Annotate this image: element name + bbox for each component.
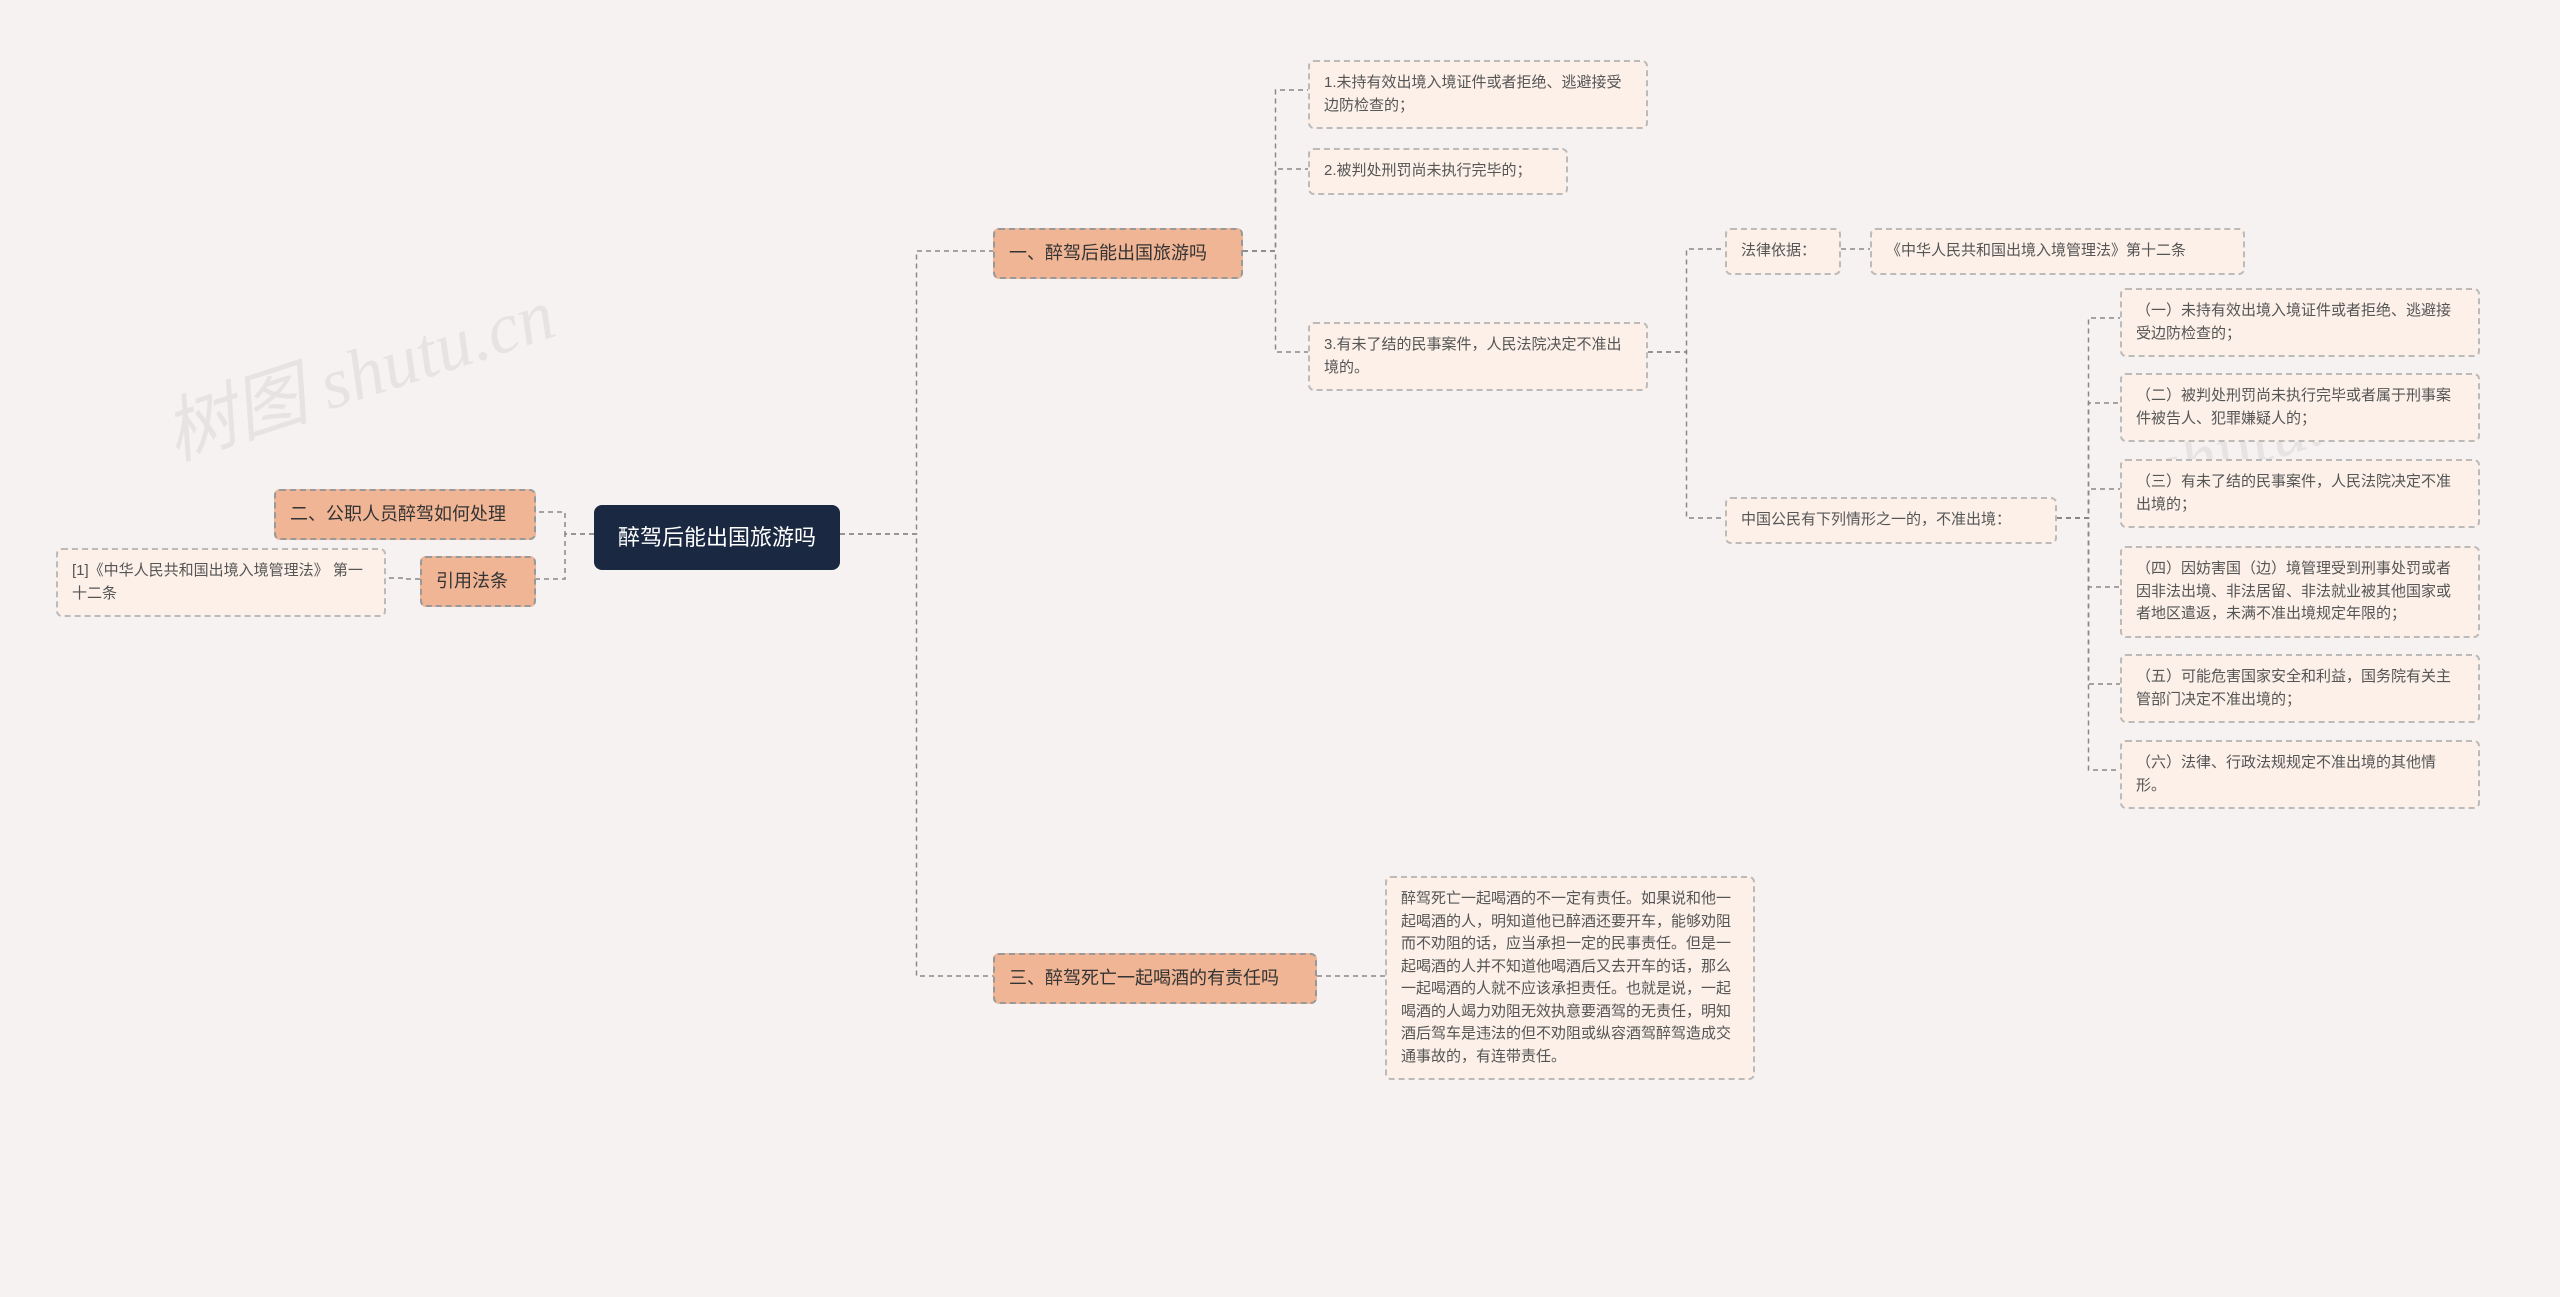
leaf-node[interactable]: 法律依据： — [1725, 228, 1841, 275]
connector-line — [840, 534, 993, 976]
leaf-node[interactable]: 1.未持有效出境入境证件或者拒绝、逃避接受边防检查的； — [1308, 60, 1648, 129]
leaf-node[interactable]: 3.有未了结的民事案件，人民法院决定不准出境的。 — [1308, 322, 1648, 391]
leaf-node[interactable]: （四）因妨害国（边）境管理受到刑事处罚或者因非法出境、非法居留、非法就业被其他国… — [2120, 546, 2480, 638]
connector-line — [2057, 489, 2120, 518]
leaf-node[interactable]: （二）被判处刑罚尚未执行完毕或者属于刑事案件被告人、犯罪嫌疑人的； — [2120, 373, 2480, 442]
connector-line — [1243, 169, 1308, 251]
connector-line — [536, 512, 594, 534]
connector-line — [1648, 249, 1725, 352]
leaf-node[interactable]: [1]《中华人民共和国出境入境管理法》 第一十二条 — [56, 548, 386, 617]
leaf-node[interactable]: 中国公民有下列情形之一的，不准出境： — [1725, 497, 2057, 544]
leaf-node[interactable]: （六）法律、行政法规规定不准出境的其他情形。 — [2120, 740, 2480, 809]
branch-node[interactable]: 一、醉驾后能出国旅游吗 — [993, 228, 1243, 279]
connector-line — [2057, 518, 2120, 770]
leaf-node[interactable]: 《中华人民共和国出境入境管理法》第十二条 — [1870, 228, 2245, 275]
connector-line — [536, 534, 594, 579]
leaf-node[interactable]: （五）可能危害国家安全和利益，国务院有关主管部门决定不准出境的； — [2120, 654, 2480, 723]
connector-line — [1243, 251, 1308, 352]
branch-node[interactable]: 引用法条 — [420, 556, 536, 607]
connector-line — [386, 578, 420, 579]
leaf-node[interactable]: （三）有未了结的民事案件，人民法院决定不准出境的； — [2120, 459, 2480, 528]
connector-line — [840, 251, 993, 534]
connector-line — [1648, 352, 1725, 518]
leaf-node[interactable]: 2.被判处刑罚尚未执行完毕的； — [1308, 148, 1568, 195]
root-node[interactable]: 醉驾后能出国旅游吗 — [594, 505, 840, 570]
leaf-node[interactable]: （一）未持有效出境入境证件或者拒绝、逃避接受边防检查的； — [2120, 288, 2480, 357]
branch-node[interactable]: 二、公职人员醉驾如何处理 — [274, 489, 536, 540]
leaf-node[interactable]: 醉驾死亡一起喝酒的不一定有责任。如果说和他一起喝酒的人，明知道他已醉酒还要开车，… — [1385, 876, 1755, 1080]
branch-node[interactable]: 三、醉驾死亡一起喝酒的有责任吗 — [993, 953, 1317, 1004]
connector-line — [2057, 318, 2120, 518]
